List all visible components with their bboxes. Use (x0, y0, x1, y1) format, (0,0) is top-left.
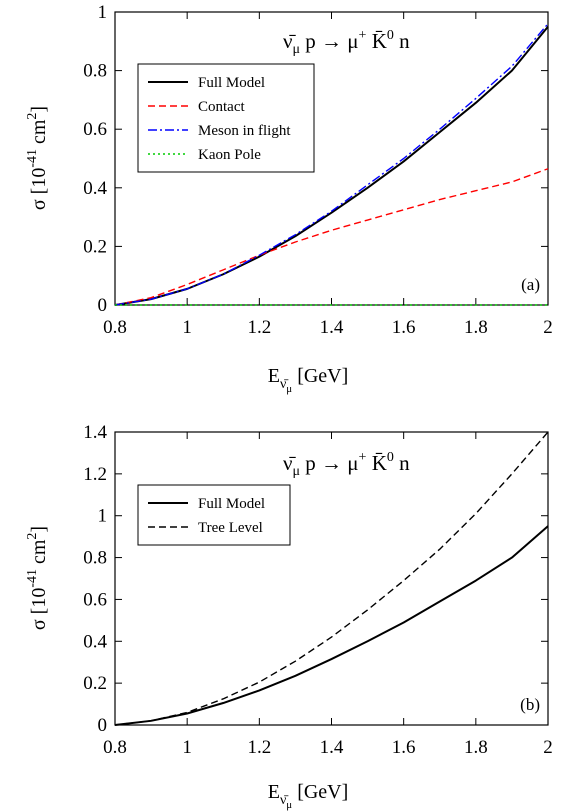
panel-b-ytick-label: 0.2 (83, 673, 107, 694)
panel-a-xtick-label: 1.8 (464, 317, 488, 338)
panel-a-xtick-label: 1 (182, 317, 192, 338)
panel-b-ytick-label: 0 (98, 715, 108, 736)
panel-b-ylabel-group: σ [10-41 cm2] (25, 526, 50, 630)
panel-a-xtick-label: 1.4 (320, 317, 344, 338)
panel-a-legend-label: Full Model (198, 75, 265, 91)
panel-b-ytick-label: 0.4 (83, 631, 107, 652)
panel-a-ytick-label: 0.6 (83, 119, 107, 140)
panel-b-xlabel: Eν̄μ [GeV] (268, 781, 349, 811)
panel-a: 0.8 1 1.2 1.4 1.6 1.8 2 0 0.2 0.4 0.6 0.8 1 Full Mode… (25, 2, 553, 395)
panel-a-xtick-label: 1.6 (392, 317, 416, 338)
panel-a-xtick-label: 1.2 (247, 317, 271, 338)
panel-b-series-tree-level (114, 431, 549, 726)
panel-b-xtick-label: 1.4 (320, 737, 344, 758)
panel-b-ylabel: σ [10-41 cm2] (25, 526, 50, 630)
panel-b-ytick-label: 1 (98, 506, 108, 527)
panel-b-legend-label: Tree Level (198, 520, 263, 536)
panel-b-xtick-label: 0.8 (103, 737, 127, 758)
panel-a-ytick-label: 0.8 (83, 61, 107, 82)
panel-a-xlabel: Eν̄μ [GeV] (268, 365, 349, 395)
panel-a-legend-label: Meson in flight (198, 123, 291, 139)
panel-b-ytick-label: 0.8 (83, 548, 107, 569)
panel-a-panel-label: (a) (521, 275, 540, 294)
panel-a-ytick-label: 0.4 (83, 178, 107, 199)
panel-b-legend-box (137, 484, 291, 546)
panel-a-title: ν̄μ p → μ+ K̄0 n (283, 28, 410, 57)
panel-a-ytick-label: 1 (98, 2, 108, 23)
panel-a-xtick-label: 2 (543, 317, 553, 338)
panel-b-ytick-label: 1.2 (83, 464, 107, 485)
panel-b-xtick-label: 2 (543, 737, 553, 758)
panel-a-series-meson-in-flight (114, 23, 549, 306)
panel-a-legend-label: Contact (198, 99, 245, 115)
panel-b-series-full-model (114, 525, 549, 726)
panel-a-series-contact (114, 168, 549, 306)
panel-b-panel-label: (b) (520, 695, 540, 714)
panel-a-ylabel-group: σ [10-41 cm2] (25, 106, 50, 210)
panel-b-xtick-label: 1.2 (247, 737, 271, 758)
panel-b-plot-frame (114, 431, 549, 726)
panel-b-xtick-label: 1 (182, 737, 192, 758)
panel-a-ytick-label: 0 (98, 295, 108, 316)
panel-b-title: ν̄μ p → μ+ K̄0 n (283, 450, 410, 479)
panel-a-xtick-label: 0.8 (103, 317, 127, 338)
panel-b-ytick-label: 0.6 (83, 589, 107, 610)
panel-b-ytick-label: 1.4 (83, 422, 107, 443)
panel-a-legend-label: Kaon Pole (198, 147, 261, 163)
panel-b-xtick-label: 1.6 (392, 737, 416, 758)
panel-b-legend-label: Full Model (198, 496, 265, 512)
panel-b: 0.8 1 1.2 1.4 1.6 1.8 2 0 0.2 0.4 0.6 0.8 1 1.2 1.4 Ful… (25, 422, 553, 811)
panel-a-ytick-label: 0.2 (83, 236, 107, 257)
panel-b-xtick-label: 1.8 (464, 737, 488, 758)
panel-a-ylabel: σ [10-41 cm2] (25, 106, 50, 210)
